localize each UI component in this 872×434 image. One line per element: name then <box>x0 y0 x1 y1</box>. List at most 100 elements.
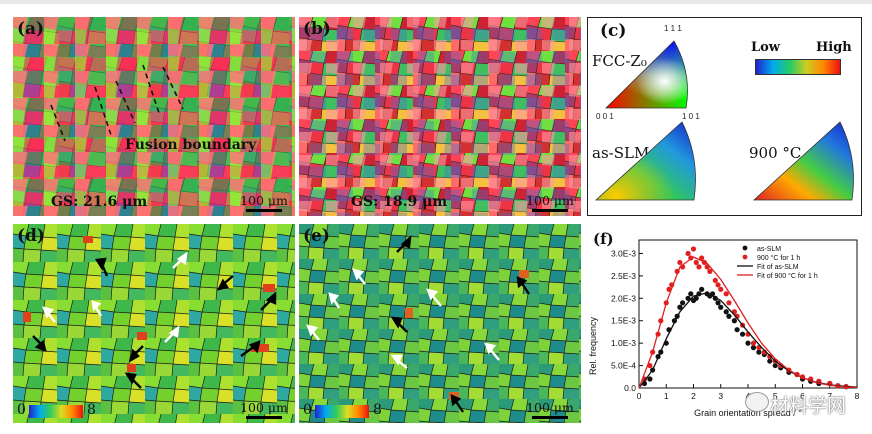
x-tick-label: 5 <box>773 391 778 401</box>
density-colorbar <box>755 59 841 75</box>
data-point-0 <box>767 358 773 364</box>
chart-f-label: (f) <box>593 230 614 248</box>
pole-figure-900c <box>752 121 854 201</box>
top-rule <box>0 0 872 4</box>
data-point-0 <box>718 304 724 310</box>
data-point-1 <box>712 277 718 283</box>
panel-d-gos-map: (d) 0 8 100 μm <box>13 224 295 423</box>
x-tick-label: 7 <box>827 391 832 401</box>
map1-label: as-SLM <box>592 144 650 162</box>
colorbar-d-max: 8 <box>87 402 96 418</box>
x-tick-label: 3 <box>718 391 723 401</box>
gos-distribution-chart: (f) Rel. frequency Grain orientation spr… <box>588 230 860 418</box>
data-point-0 <box>688 291 694 297</box>
data-point-0 <box>750 345 757 351</box>
data-point-0 <box>677 304 683 310</box>
scale-bar-b-text: 100 μm <box>526 193 574 208</box>
colorbar-d-gradient <box>29 405 83 418</box>
y-tick-label: 0.0 <box>624 383 636 393</box>
data-point-0 <box>739 331 746 337</box>
panel-d-label: (d) <box>17 226 45 246</box>
panel-b-label: (b) <box>303 19 331 39</box>
grain-map-b <box>299 17 581 216</box>
legend-entry: as-SLM <box>757 246 781 253</box>
data-point-1 <box>677 259 683 266</box>
legend-entry: Fit of 900 °C for 1 h <box>757 272 818 280</box>
data-point-1 <box>690 246 697 252</box>
x-tick-label: 0 <box>637 391 642 401</box>
data-point-1 <box>707 268 713 274</box>
data-point-0 <box>772 362 778 369</box>
panel-a-ipf-map: (a) Fusion boundary GS: 21.6 μm 100 μm <box>13 17 295 216</box>
grain-size-a: GS: 21.6 μm <box>51 194 148 210</box>
scale-bar-e-text: 100 μm <box>526 400 574 415</box>
panel-b-ipf-map: (b) GS: 18.9 μm 100 μm <box>299 17 581 216</box>
x-tick-label: 8 <box>855 391 860 401</box>
legend-entry: Fit of as-SLM <box>757 264 799 271</box>
data-point-1 <box>693 259 699 266</box>
y-tick-label: 1.5E-3 <box>611 316 636 326</box>
pole-figure-as-slm <box>594 121 696 201</box>
data-point-0 <box>647 376 653 382</box>
y-tick-label: 5.0E-4 <box>611 361 636 371</box>
grain-map-a <box>13 17 295 216</box>
scale-bar-d-text: 100 μm <box>240 400 288 415</box>
ipf-axis-label: FCC-Z₀ <box>592 52 647 70</box>
corner-111: 1 1 1 <box>664 24 682 33</box>
chart-f-ylabel: Rel. frequency <box>588 316 598 375</box>
legend-low: Low <box>751 40 781 55</box>
legend-swatch <box>742 254 748 260</box>
data-point-0 <box>685 295 691 301</box>
y-tick-label: 2.0E-3 <box>611 293 636 303</box>
grain-size-b: GS: 18.9 μm <box>351 194 448 210</box>
watermark-text: 材料学网 <box>770 396 847 417</box>
data-point-1 <box>696 264 702 270</box>
panel-e-label: (e) <box>303 226 330 246</box>
panel-f-chart: (f) Rel. frequency Grain orientation spr… <box>585 222 867 430</box>
y-tick-label: 3.0E-3 <box>611 248 636 258</box>
data-point-0 <box>715 300 721 306</box>
data-point-0 <box>726 313 732 319</box>
scale-bar-a-text: 100 μm <box>240 193 288 208</box>
colorbar-e-gradient <box>315 405 369 418</box>
data-point-0 <box>723 309 729 315</box>
wechat-icon <box>745 392 769 412</box>
colorbar-d-min: 0 <box>17 402 26 418</box>
fusion-boundary-annotation: Fusion boundary <box>125 137 257 153</box>
data-point-0 <box>756 349 762 355</box>
fit-line-3 <box>638 256 858 389</box>
panel-c-label: (c) <box>600 21 627 41</box>
gos-map-d <box>13 224 295 423</box>
data-point-0 <box>693 295 699 301</box>
x-tick-label: 1 <box>664 391 669 401</box>
fit-line-2 <box>638 292 858 389</box>
colorbar-e-min: 0 <box>303 402 312 418</box>
data-point-1 <box>715 282 721 288</box>
legend-entry: 900 °C for 1 h <box>757 254 800 262</box>
scale-bar-e: 100 μm <box>521 400 579 419</box>
plot-frame <box>638 239 858 389</box>
data-point-1 <box>699 255 705 261</box>
map2-label: 900 °C <box>749 144 802 162</box>
data-point-0 <box>745 340 751 346</box>
colorbar-d: 0 8 <box>17 401 102 421</box>
panel-e-gos-map: (e) 0 8 100 μm <box>299 224 581 423</box>
panel-a-label: (a) <box>17 19 45 39</box>
scale-bar-d: 100 μm <box>235 400 293 419</box>
x-tick-label: 6 <box>800 391 805 401</box>
scale-bar-b: 100 μm <box>521 193 579 212</box>
colorbar-e: 0 8 <box>303 401 388 421</box>
gos-map-e <box>299 224 581 423</box>
data-point-0 <box>699 286 705 292</box>
data-point-1 <box>726 300 732 306</box>
data-point-1 <box>685 250 691 257</box>
colorbar-e-max: 8 <box>373 402 382 418</box>
legend-swatch <box>742 245 748 251</box>
y-tick-label: 2.5E-3 <box>611 271 636 281</box>
scale-bar-a: 100 μm <box>235 193 293 212</box>
data-point-1 <box>718 286 724 292</box>
chart-f-xlabel: Grain orientation spread / ° <box>694 408 802 418</box>
data-point-0 <box>734 327 740 333</box>
data-point-0 <box>680 300 686 306</box>
x-tick-label: 2 <box>691 391 696 401</box>
